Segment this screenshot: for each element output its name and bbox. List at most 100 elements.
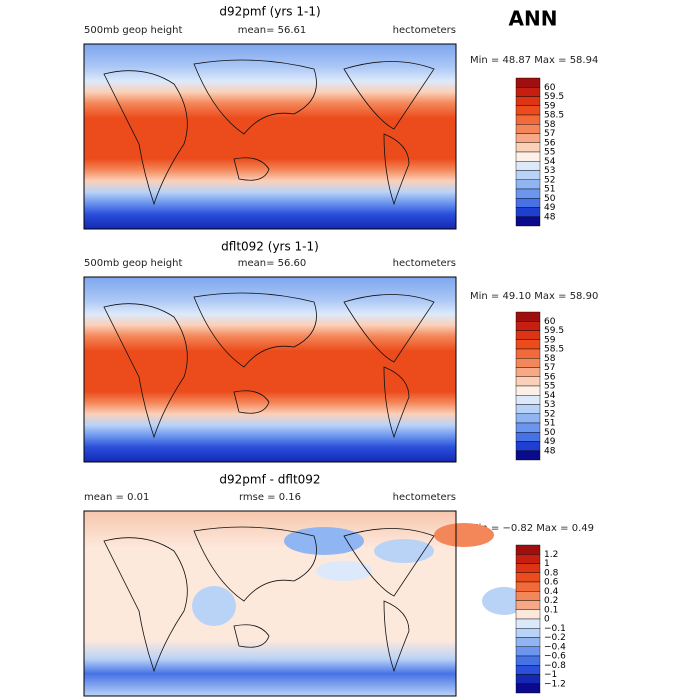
colorbar-box	[515, 572, 541, 583]
colorbar-box	[515, 114, 541, 125]
colorbar-box	[515, 413, 541, 424]
colorbar-box	[515, 450, 541, 461]
colorbar-box	[515, 683, 541, 694]
left-label: 500mb geop height	[84, 25, 182, 36]
colorbar-box	[515, 142, 541, 153]
colorbar-box	[515, 124, 541, 134]
map	[84, 511, 456, 696]
colorbar-label: 0.8	[544, 568, 559, 578]
colorbar-box	[515, 198, 541, 208]
colorbar-label: 51	[544, 419, 555, 429]
colorbar-box	[515, 404, 541, 414]
colorbar-label: 0.2	[544, 596, 558, 606]
colorbar-box	[515, 655, 541, 666]
map-frame	[83, 43, 457, 230]
colorbar-label: −1	[544, 670, 557, 680]
colorbar-label: 57	[544, 129, 555, 139]
colorbar-label: 49	[544, 437, 556, 447]
colorbar-box	[515, 358, 541, 368]
min-max: Min = 48.87 Max = 58.94	[470, 55, 598, 66]
colorbar-box	[515, 376, 541, 387]
colorbar-label: 54	[544, 157, 556, 167]
colorbar-box	[515, 422, 541, 433]
coastline	[103, 59, 435, 206]
panel-title: dflt092 (yrs 1-1)	[221, 240, 319, 254]
map	[84, 277, 456, 462]
colorbar-label: −0.8	[544, 661, 566, 671]
anomaly-blob	[284, 527, 364, 555]
map	[84, 44, 456, 229]
center-label: mean= 56.60	[238, 258, 307, 269]
colorbar-label: 1	[544, 559, 550, 569]
left-label: mean = 0.01	[84, 492, 149, 503]
panel-title: d92pmf - dflt092	[219, 473, 320, 487]
colorbar-box	[515, 170, 541, 180]
figure-title: ANN	[509, 7, 558, 31]
units-label: hectometers	[393, 258, 456, 269]
colorbar-label: 60	[544, 317, 556, 327]
colorbar-box	[515, 105, 541, 116]
colorbar-label: 54	[544, 391, 556, 401]
colorbar-box	[515, 87, 541, 97]
colorbar-label: 53	[544, 400, 555, 410]
map-frame	[83, 276, 457, 463]
colorbar-label: 58.5	[544, 111, 564, 121]
colorbar-box	[515, 216, 541, 227]
min-max: Min = −0.82 Max = 0.49	[470, 523, 594, 534]
colorbar-label: 59.5	[544, 92, 564, 102]
colorbar-label: 60	[544, 83, 556, 93]
units-label: hectometers	[393, 25, 456, 36]
colorbar-label: 0.1	[544, 605, 558, 615]
colorbar-box	[515, 674, 541, 684]
anomaly-blob	[434, 523, 494, 547]
colorbar-box	[515, 188, 541, 199]
coastline	[103, 526, 435, 673]
colorbar-box	[515, 207, 541, 217]
colorbar-box	[515, 385, 541, 396]
colorbar-label: −1.2	[544, 679, 566, 689]
colorbar-label: 51	[544, 185, 555, 195]
colorbar-label: −0.1	[544, 624, 566, 634]
units-label: hectometers	[393, 492, 456, 503]
colorbar-label: 48	[544, 446, 556, 456]
colorbar-label: 56	[544, 372, 556, 382]
colorbar-label: 58	[544, 120, 556, 130]
colorbar-label: 0.4	[544, 587, 559, 597]
colorbar-box	[515, 581, 541, 592]
colorbar-box	[515, 600, 541, 610]
colorbar-label: 59.5	[544, 326, 564, 336]
min-max: Min = 49.10 Max = 58.90	[470, 291, 598, 302]
colorbar-label: 52	[544, 409, 555, 419]
anomaly-blob	[374, 539, 434, 563]
colorbar-box	[515, 646, 541, 657]
center-label: mean= 56.61	[238, 25, 307, 36]
center-label: rmse = 0.16	[239, 492, 301, 503]
colorbar-label: 50	[544, 428, 556, 438]
colorbar-label: 55	[544, 382, 555, 392]
colorbar-box	[515, 395, 541, 405]
colorbar-label: 53	[544, 166, 555, 176]
colorbar-box	[515, 311, 541, 322]
colorbar-box	[515, 339, 541, 350]
colorbar-label: 57	[544, 363, 555, 373]
colorbar-label: 52	[544, 175, 555, 185]
colorbar-label: −0.2	[544, 633, 566, 643]
colorbar-box	[515, 432, 541, 442]
colorbar-box	[515, 609, 541, 620]
colorbar-box	[515, 179, 541, 190]
colorbar-box	[515, 591, 541, 601]
coastline	[103, 292, 435, 439]
colorbar-box	[515, 151, 541, 162]
colorbar-label: 49	[544, 203, 556, 213]
anomaly-blob	[192, 586, 236, 626]
colorbar-box	[515, 544, 541, 555]
colorbar-label: 1.2	[544, 550, 558, 560]
colorbar-box	[515, 367, 541, 377]
colorbar-label: 50	[544, 194, 556, 204]
colorbar-label: 58.5	[544, 345, 564, 355]
colorbar-box	[515, 563, 541, 573]
anomaly-blob	[482, 587, 526, 615]
colorbar-label: 59	[544, 335, 556, 345]
colorbar-box	[515, 321, 541, 331]
